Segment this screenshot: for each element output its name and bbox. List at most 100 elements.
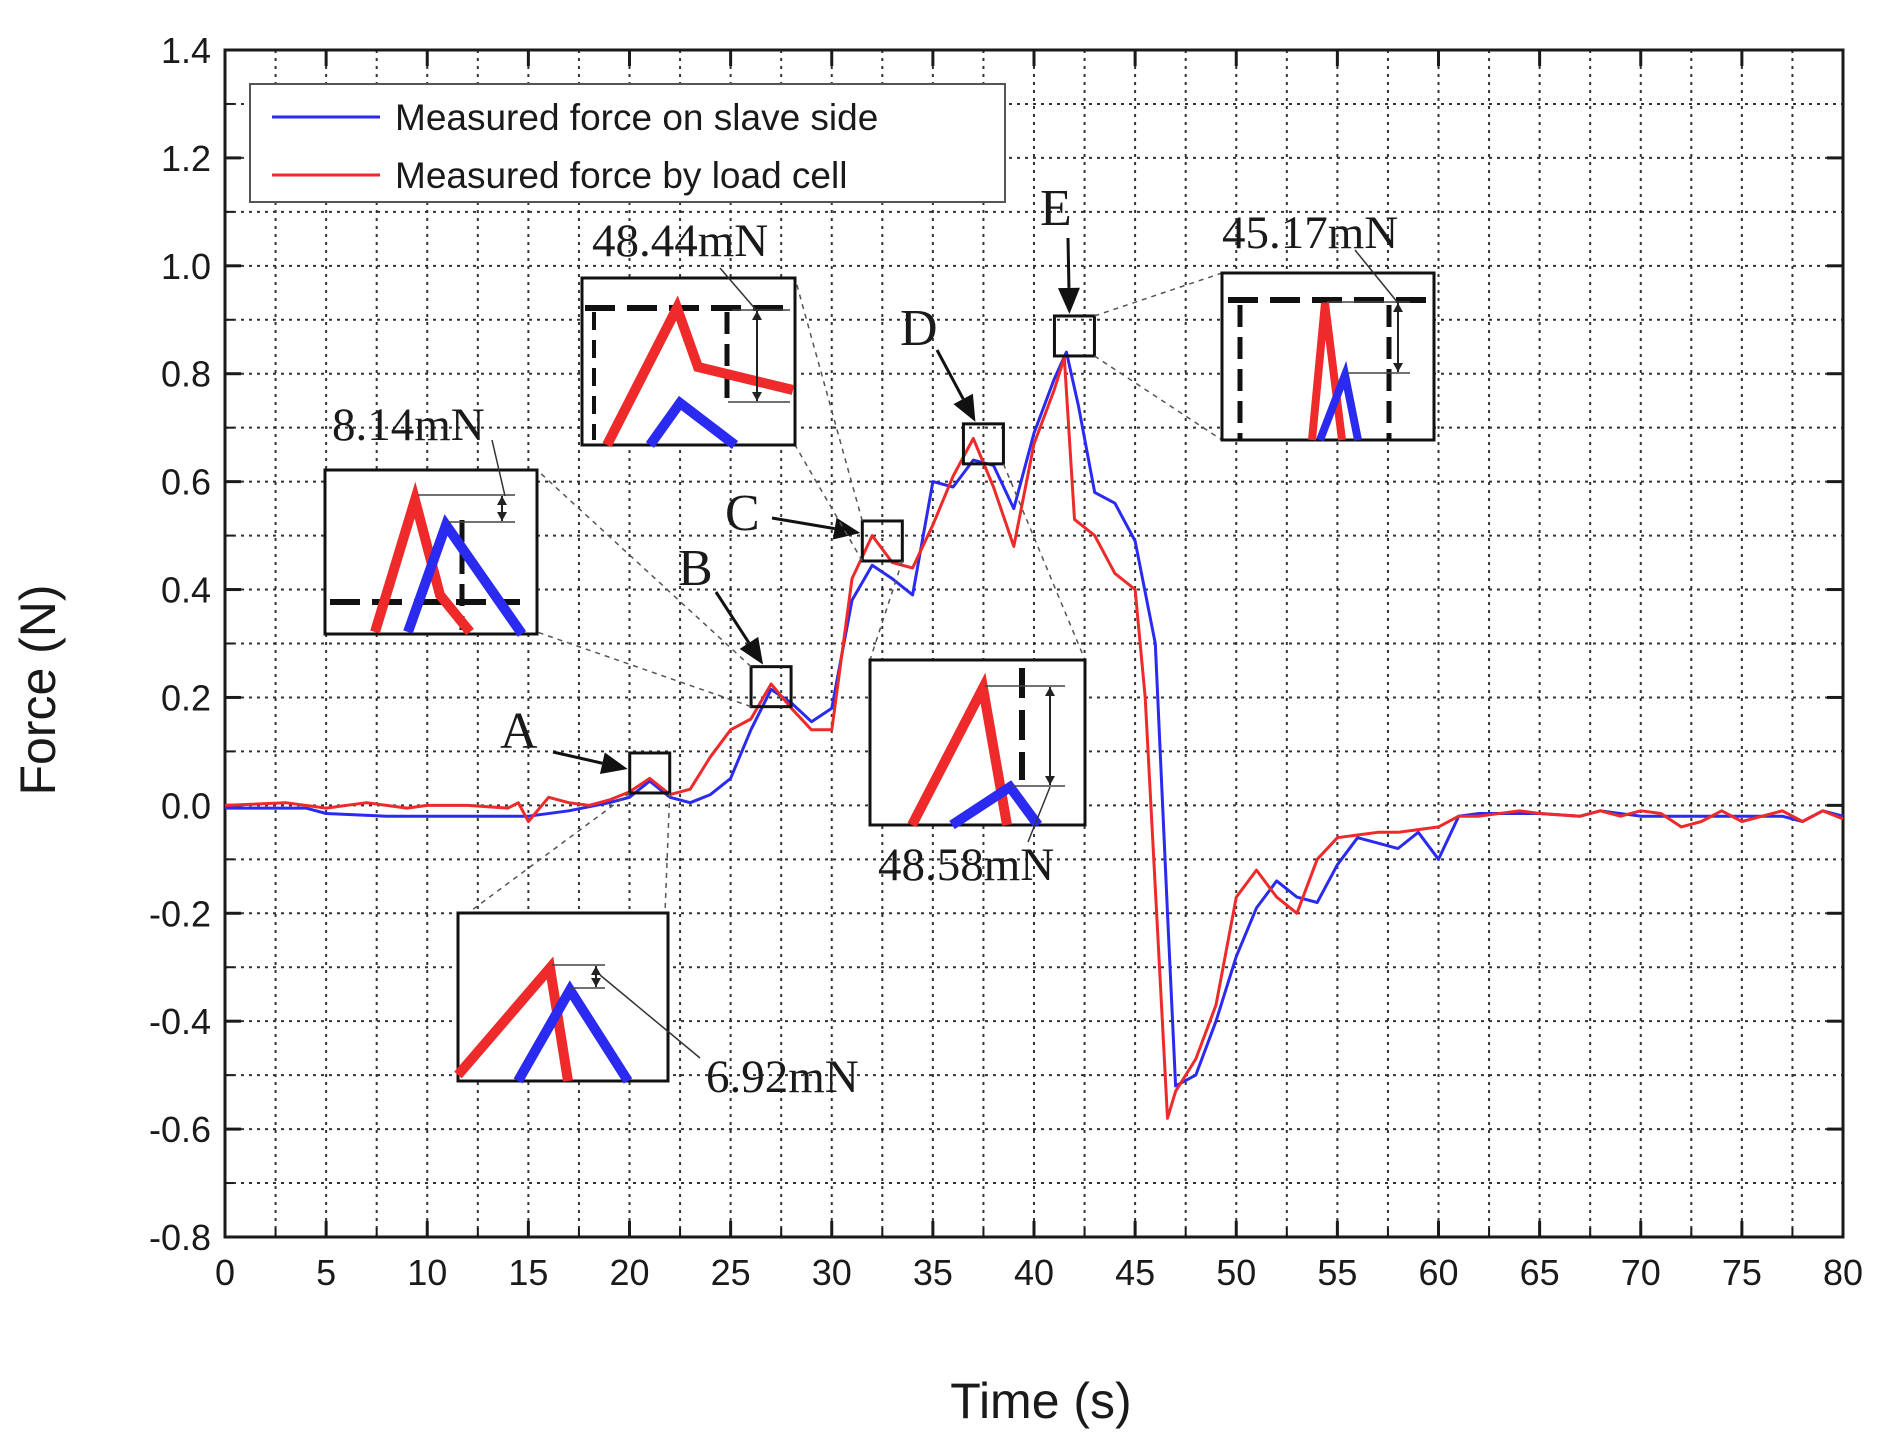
inset-c-red [602,295,795,448]
y-tick-label: 0.4 [161,570,211,611]
inset-c [580,276,797,449]
legend: Measured force on slave side Measured for… [249,83,1006,203]
pointer-d [1027,786,1051,843]
annotation-letter-b: B [678,540,713,597]
series-line-slave-side [225,350,1844,1088]
legend-label: Measured force on slave side [395,97,878,138]
leader-a2 [664,792,671,914]
leader-b1 [536,469,752,668]
x-tick-label: 10 [407,1252,447,1293]
x-tick-label: 75 [1722,1252,1762,1293]
pointer-b [491,439,506,497]
x-tick-label: 45 [1115,1252,1155,1293]
series-lines [224,350,1844,1120]
inset-b [323,468,539,637]
x-tick-label: 60 [1418,1252,1458,1293]
arrow-d-head [953,393,976,422]
inset-a-dim-down [591,978,601,987]
annotation-value-a: 6.92mN [706,1051,859,1103]
leader-e1 [1094,272,1223,317]
pointer-c [719,267,758,312]
inset-d-blue [949,780,1043,830]
inset-c-dim-down [752,392,762,401]
y-tick-label: 0.2 [161,677,211,718]
x-tick-label: 70 [1621,1252,1661,1293]
annotation-value-e: 45.17mN [1222,207,1398,259]
leader-b2 [536,631,752,708]
inset-e-dim-up [1393,303,1403,312]
x-tick-label: 35 [913,1252,953,1293]
annotation-value-b: 8.14mN [332,399,485,451]
x-tick-label: 0 [215,1252,235,1293]
legend-box [249,83,1006,203]
y-tick-label: -0.2 [149,893,211,934]
y-tick-label: 1.4 [161,30,211,71]
inset-c-blue [645,395,739,449]
annotation-letter-a: A [500,703,538,760]
arrow-a-head [599,752,628,774]
leader-a1 [467,792,631,914]
arrow-b-head [739,636,764,665]
y-tick-label: 1.2 [161,138,211,179]
annotation-letter-e: E [1040,180,1072,237]
y-tick-label: 0.6 [161,462,211,503]
inset-e [1220,271,1436,442]
x-tick-label: 55 [1317,1252,1357,1293]
x-tick-label: 40 [1014,1252,1054,1293]
x-tick-label: 65 [1520,1252,1560,1293]
x-tick-label: 15 [508,1252,548,1293]
marker-e [1052,314,1096,358]
annotation-letter-c: C [725,485,760,542]
inset-d-frame [868,658,1087,827]
inset-a-dim-up [591,966,601,975]
inset-c-dim-up [752,311,762,320]
y-tick-label: 0.8 [161,354,211,395]
inset-d-dim-up [1045,687,1055,696]
y-tick-label: 0.0 [161,785,211,826]
inset-d-red [907,672,1012,828]
inset-c-frame [580,276,797,447]
pointer-e [1354,249,1399,304]
inset-d [868,658,1087,830]
y-tick-label: -0.6 [149,1109,211,1150]
inset-b-red [370,481,474,636]
x-tick-label: 30 [812,1252,852,1293]
marker-c [860,519,904,563]
x-tick-label: 50 [1216,1252,1256,1293]
x-axis-title: Time (s) [950,1373,1131,1429]
inset-e-blue [1316,360,1362,442]
x-tick-label: 80 [1823,1252,1863,1293]
leader-c2 [794,444,863,562]
x-tick-label: 25 [711,1252,751,1293]
annotation-value-c: 48.44mN [592,215,768,267]
arrow-e-shaft [1066,237,1071,288]
inset-e-dim-down [1393,363,1403,372]
inset-b-blue [403,514,527,637]
axes: -0.8 -0.6 -0.4 -0.2 0.0 0.2 0.4 0.6 0.8 1.0 1.2 1.4… [149,30,1863,1293]
inset-a-red [454,956,573,1082]
x-tick-label: 5 [316,1252,336,1293]
pointer-a [599,974,701,1059]
grid [224,49,1844,1238]
y-axis-title: Force (N) [10,584,66,795]
arrow-c-shaft [771,516,835,531]
inset-a [454,911,670,1084]
inset-b-dim-down [497,512,507,521]
y-tick-label: 1.0 [161,246,211,287]
legend-label: Measured force by load cell [395,155,847,196]
x-tick-label: 20 [609,1252,649,1293]
arrow-a-shaft [552,750,603,765]
leader-d1 [869,560,904,661]
series-line-load-cell [224,356,1844,1120]
arrow-b-shaft [714,591,751,644]
marker-d [961,422,1005,466]
annotation-letter-d: D [900,300,938,357]
marker-a [628,751,672,795]
annotations: A 6.92mN B 8.14mN C 48.44mN D 48.58mN E 45.17mN [323,180,1436,1103]
leader-c1 [794,277,864,522]
arrow-d-shaft [935,349,965,400]
y-tick-label: -0.8 [149,1217,211,1258]
marker-b [749,665,793,709]
annotation-value-d: 48.58mN [878,839,1054,891]
